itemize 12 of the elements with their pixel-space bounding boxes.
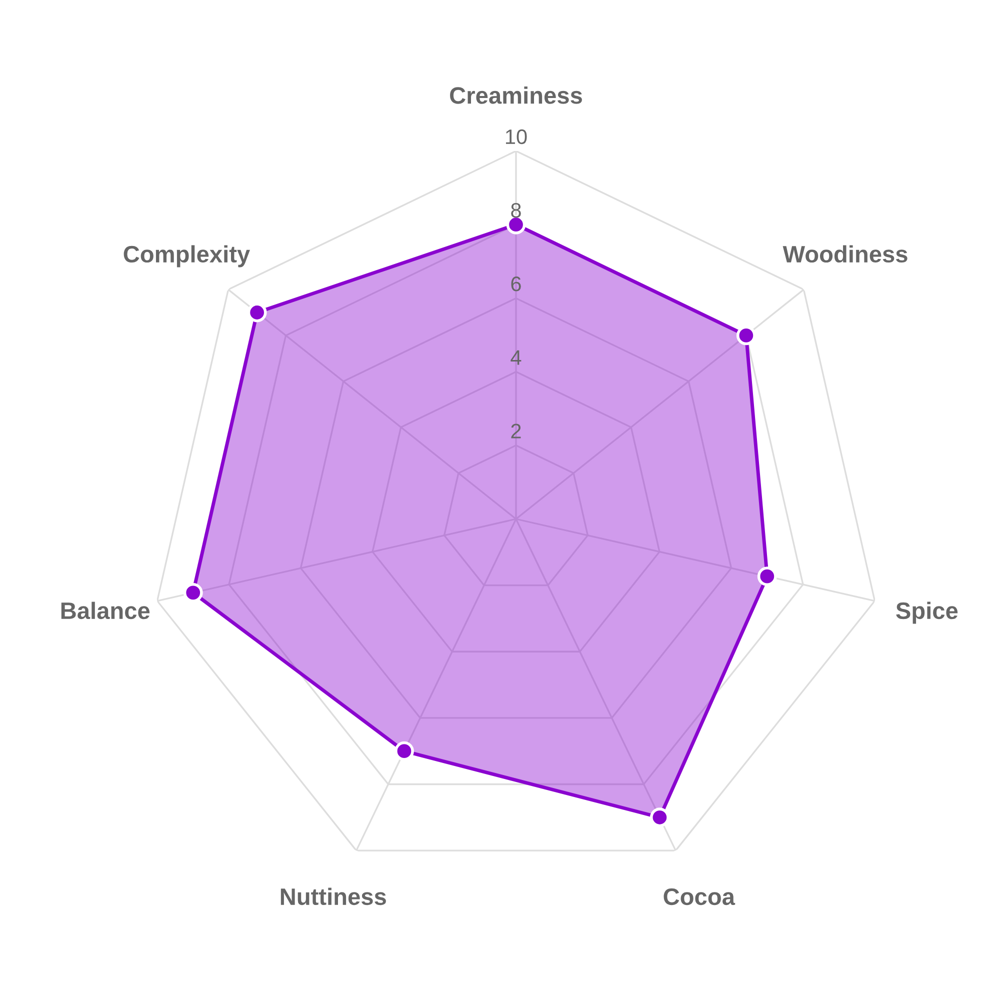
spoke-label: Complexity	[124, 245, 250, 268]
y-tick-label: 6	[511, 276, 521, 292]
y-tick-label: 10	[506, 129, 527, 144]
spoke-label: Spice	[896, 602, 958, 624]
y-tick-label: 4	[510, 350, 522, 365]
y-tick-label: 2	[511, 424, 521, 438]
spoke-label: Creaminess	[450, 86, 582, 104]
spoke-label: Cocoa	[664, 888, 736, 906]
spoke-label: Nuttiness	[280, 888, 386, 906]
spoke-label: Balance	[61, 602, 150, 620]
spoke-label: Woodiness	[782, 245, 908, 263]
y-tick-label: 8	[511, 202, 521, 218]
